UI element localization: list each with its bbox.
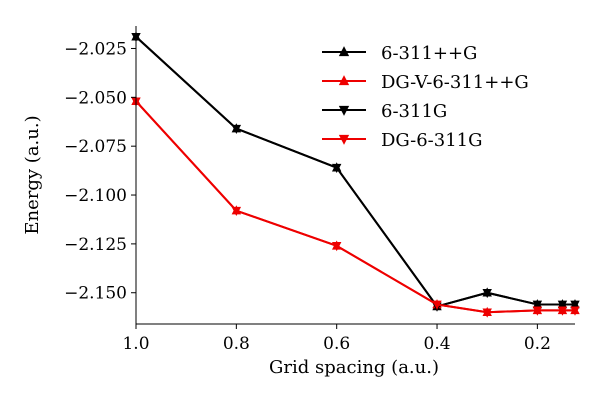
series-line bbox=[135, 100, 575, 314]
x-tick-label: 0.8 bbox=[223, 334, 250, 354]
data-point bbox=[432, 300, 442, 310]
series-line bbox=[135, 36, 575, 308]
legend-marker bbox=[338, 46, 350, 57]
data-point bbox=[482, 288, 492, 299]
data-point bbox=[557, 300, 568, 310]
x-tick-label: 0.4 bbox=[424, 334, 451, 354]
y-tick-label: −2.125 bbox=[64, 235, 127, 255]
legend-item: 6-311G bbox=[322, 101, 447, 122]
series-layer bbox=[131, 31, 580, 318]
data-point bbox=[570, 300, 580, 310]
y-tick-label: −2.075 bbox=[64, 137, 127, 157]
data-point bbox=[532, 300, 543, 310]
legend-marker bbox=[338, 134, 350, 145]
x-axis-title: Grid spacing (a.u.) bbox=[269, 357, 439, 378]
data-point bbox=[331, 163, 342, 174]
x-tick-label: 0.6 bbox=[323, 334, 350, 354]
legend-item: 6-311++G bbox=[322, 43, 477, 64]
x-ticks: 1.0 0.8 0.6 0.4 0.2 bbox=[122, 324, 551, 354]
legend-marker bbox=[338, 105, 350, 116]
data-point bbox=[532, 306, 543, 316]
legend-label: DG-6-311G bbox=[381, 130, 483, 151]
data-point bbox=[231, 124, 242, 134]
y-ticks: −2.025 −2.050 −2.075 −2.100 −2.125 −2.150 bbox=[64, 39, 136, 304]
data-point bbox=[331, 242, 342, 252]
series-DG-V-6-311++G bbox=[131, 95, 580, 317]
y-tick-label: −2.150 bbox=[64, 284, 127, 304]
y-axis-title: Energy (a.u.) bbox=[22, 115, 43, 234]
data-point bbox=[231, 206, 242, 217]
legend-item: DG-V-6-311++G bbox=[322, 72, 529, 93]
legend-label: DG-V-6-311++G bbox=[381, 72, 529, 93]
x-tick-label: 1.0 bbox=[122, 334, 149, 354]
series-6-311G bbox=[131, 32, 580, 312]
y-tick-label: −2.025 bbox=[64, 39, 127, 59]
legend-label: 6-311G bbox=[381, 101, 447, 122]
x-tick-label: 0.2 bbox=[524, 334, 551, 354]
data-point bbox=[557, 306, 568, 316]
data-point bbox=[482, 308, 492, 318]
axes-layer bbox=[135, 26, 575, 325]
data-point bbox=[570, 306, 580, 316]
series-DG-6-311G bbox=[131, 97, 580, 318]
y-tick-label: −2.100 bbox=[64, 186, 127, 206]
legend-label: 6-311++G bbox=[381, 43, 477, 64]
legend: 6-311++G DG-V-6-311++G 6-311G DG-6-311G bbox=[322, 43, 529, 151]
legend-item: DG-6-311G bbox=[322, 130, 483, 151]
y-tick-label: −2.050 bbox=[64, 88, 127, 108]
series-line bbox=[135, 100, 575, 314]
legend-marker bbox=[338, 75, 350, 86]
